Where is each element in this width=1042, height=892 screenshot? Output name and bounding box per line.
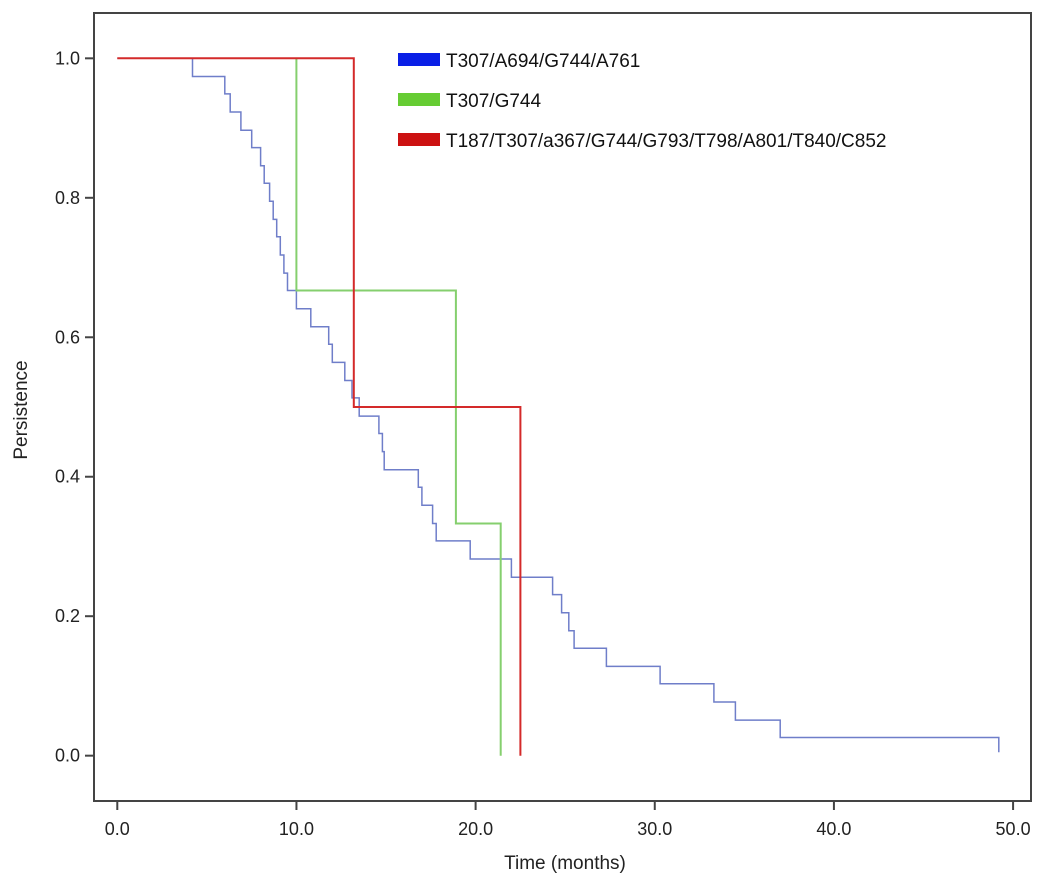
legend: T307/A694/G744/A761 T307/G744 T187/T307/a3…: [398, 51, 886, 152]
y-tick-label: 0.4: [55, 467, 80, 487]
legend-swatch-1: [398, 53, 440, 66]
y-tick-label: 0.6: [55, 327, 80, 347]
x-tick-label: 50.0: [996, 819, 1031, 839]
x-tick-label: 0.0: [105, 819, 130, 839]
y-axis: 0.0 0.2 0.4 0.6 0.8 1.0: [55, 48, 94, 766]
legend-label-2: T307/G744: [446, 91, 541, 112]
y-tick-label: 1.0: [55, 48, 80, 68]
plot-frame: [93, 12, 1032, 802]
legend-swatch-2: [398, 93, 440, 106]
legend-label-1: T307/A694/G744/A761: [446, 51, 640, 72]
x-tick-label: 20.0: [458, 819, 493, 839]
x-axis: 0.0 10.0 20.0 30.0 40.0 50.0: [105, 801, 1031, 839]
y-tick-label: 0.0: [55, 746, 80, 766]
series-line-3: [117, 57, 522, 756]
x-axis-label: Time (months): [504, 853, 626, 874]
series-layer: [117, 57, 1000, 756]
y-axis-label: Persistence: [11, 360, 32, 459]
x-tick-label: 30.0: [637, 819, 672, 839]
y-tick-label: 0.2: [55, 606, 80, 626]
x-tick-label: 10.0: [279, 819, 314, 839]
legend-label-3: T187/T307/a367/G744/G793/T798/A801/T840/…: [446, 131, 886, 152]
series-line-1: [117, 57, 1000, 753]
y-tick-label: 0.8: [55, 188, 80, 208]
x-tick-label: 40.0: [816, 819, 851, 839]
legend-swatch-3: [398, 133, 440, 146]
